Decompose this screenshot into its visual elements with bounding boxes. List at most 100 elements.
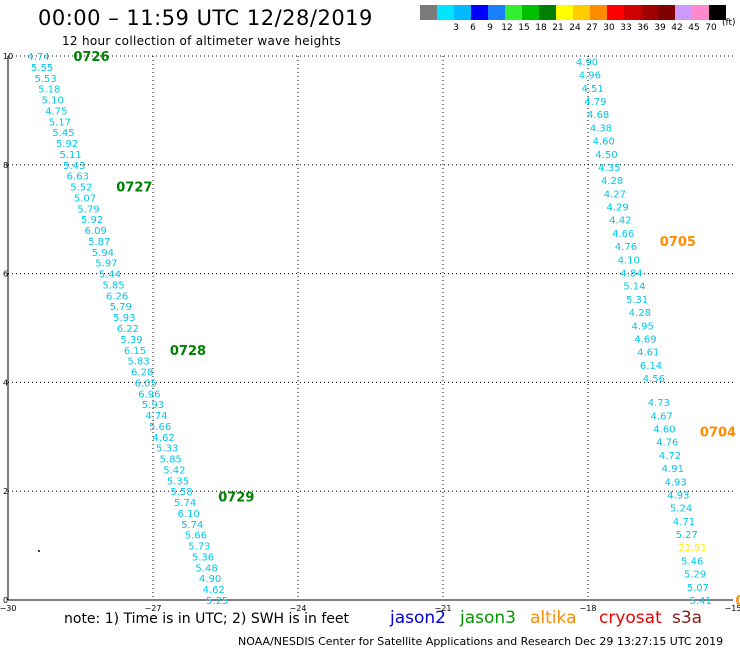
data-point-label: 4.27	[604, 189, 626, 200]
legend-label: 3	[453, 23, 459, 33]
data-point-label: 4.84	[620, 269, 642, 280]
legend-label: 27	[586, 23, 598, 33]
data-point-label: 4.56	[643, 374, 665, 385]
data-point-label: 5.79	[77, 204, 99, 215]
pass-label: 0729	[218, 491, 254, 506]
data-point-label: 5.33	[156, 444, 178, 455]
legend-label: 9	[487, 23, 493, 33]
pass-label: 0705	[660, 235, 696, 250]
pass-label: 0727	[116, 181, 152, 196]
data-point-label: 4.93	[667, 490, 689, 501]
x-tick-label: −15	[725, 604, 740, 613]
satellite-cryosat: cryosat	[599, 608, 662, 628]
data-point-label: 5.41	[690, 596, 712, 607]
legend-swatch	[471, 5, 488, 20]
legend-swatch	[641, 5, 658, 20]
chart-subtitle: 12 hour collection of altimeter wave hei…	[62, 34, 341, 48]
chart-title: 00:00 – 11:59 UTC 12/28/2019	[38, 6, 373, 30]
legend-label: 6	[470, 23, 476, 33]
data-point-label: 6.15	[124, 346, 146, 357]
data-point-label: 22.91	[678, 543, 707, 554]
data-point-label: 5.66	[185, 531, 207, 542]
legend-label: 45	[688, 23, 700, 33]
data-point-label: 5.85	[102, 280, 124, 291]
pass-labels: 0726 0727 0728 0729 0705 0704 0703	[73, 50, 740, 609]
x-tick-label: −21	[435, 604, 452, 613]
data-point-label: 5.25	[206, 596, 228, 607]
x-tick-label: −24	[290, 604, 307, 613]
data-point-label: 4.91	[662, 464, 684, 475]
data-point-label: 4.28	[601, 176, 623, 187]
data-point-label: 5.87	[88, 237, 110, 248]
data-point-label: 6.28	[131, 368, 153, 379]
pass-label: 0703	[736, 594, 740, 609]
data-point-label: 5.48	[195, 563, 217, 574]
data-point-label: 5.94	[92, 248, 114, 259]
data-point-label: 5.44	[99, 270, 121, 281]
data-point-label: 5.83	[127, 357, 149, 368]
data-point-label: 5.31	[626, 295, 648, 306]
data-point-label: 6.26	[106, 291, 128, 302]
y-axis-ticks: 0 2 4 6 8 10	[3, 52, 13, 605]
legend-label: 39	[654, 23, 666, 33]
y-tick-label: 4	[3, 378, 8, 387]
grid-lines	[8, 55, 733, 600]
data-point-label: 5.66	[149, 422, 171, 433]
data-point-label: 5.92	[81, 215, 103, 226]
legend-swatch	[556, 5, 573, 20]
data-point-label: 4.76	[656, 438, 678, 449]
y-tick-label: 2	[3, 487, 8, 496]
legend-units: (ft)	[722, 18, 736, 28]
data-point-label: 4.35	[598, 163, 620, 174]
data-point-label: 5.74	[174, 498, 196, 509]
legend-swatch	[658, 5, 675, 20]
satellite-jason2: jason2	[390, 608, 446, 628]
data-point-label: 4.68	[587, 110, 609, 121]
legend-swatch	[709, 5, 726, 20]
data-point-label: 6.96	[138, 389, 160, 400]
legend-swatch	[505, 5, 522, 20]
legend-swatch	[454, 5, 471, 20]
legend-swatch	[692, 5, 709, 20]
footnote: note: 1) Time is in UTC; 2) SWH is in fe…	[64, 611, 350, 627]
legend-label: 36	[637, 23, 649, 33]
data-point-label: 4.75	[45, 106, 67, 117]
data-point-label: 5.55	[31, 63, 53, 74]
data-point-label: 4.93	[664, 477, 686, 488]
data-point-label: 4.62	[203, 585, 225, 596]
credit-line: NOAA/NESDIS Center for Satellite Applica…	[238, 635, 724, 648]
data-point-label: 5.85	[160, 455, 182, 466]
data-point-label: 4.90	[199, 574, 221, 585]
legend-label: 18	[535, 23, 547, 33]
data-point-label: 4.96	[579, 71, 601, 82]
x-tick-label: −30	[0, 604, 16, 613]
legend-swatch	[607, 5, 624, 20]
plot-frame	[7, 56, 733, 601]
y-tick-label: 6	[3, 270, 8, 279]
data-point-label: 4.28	[629, 308, 651, 319]
data-point-label: 5.27	[676, 530, 698, 541]
legend-label: 33	[620, 23, 632, 33]
legend-label: 42	[671, 23, 683, 33]
stray-dot	[38, 550, 40, 552]
data-point-label: 5.39	[120, 335, 142, 346]
data-point-label: 5.53	[34, 74, 56, 85]
data-point-label: 5.29	[684, 570, 706, 581]
data-point-label: 5.93	[113, 313, 135, 324]
legend-swatch	[539, 5, 556, 20]
data-point-label: 5.74	[181, 520, 203, 531]
legend-label: 12	[501, 23, 513, 33]
data-point-label: 4.95	[632, 321, 654, 332]
data-point-label: 6.05	[135, 378, 157, 389]
data-point-label: 5.35	[167, 476, 189, 487]
legend-swatch	[675, 5, 692, 20]
legend-swatch	[437, 5, 454, 20]
data-point-label: 6.63	[67, 172, 89, 183]
data-point-label: 5.24	[670, 504, 692, 515]
data-point-label: 4.60	[593, 137, 615, 148]
legend-label: 30	[603, 23, 615, 33]
legend-swatch	[488, 5, 505, 20]
data-point-label: 4.90	[576, 57, 598, 68]
data-point-label: 4.69	[634, 334, 656, 345]
